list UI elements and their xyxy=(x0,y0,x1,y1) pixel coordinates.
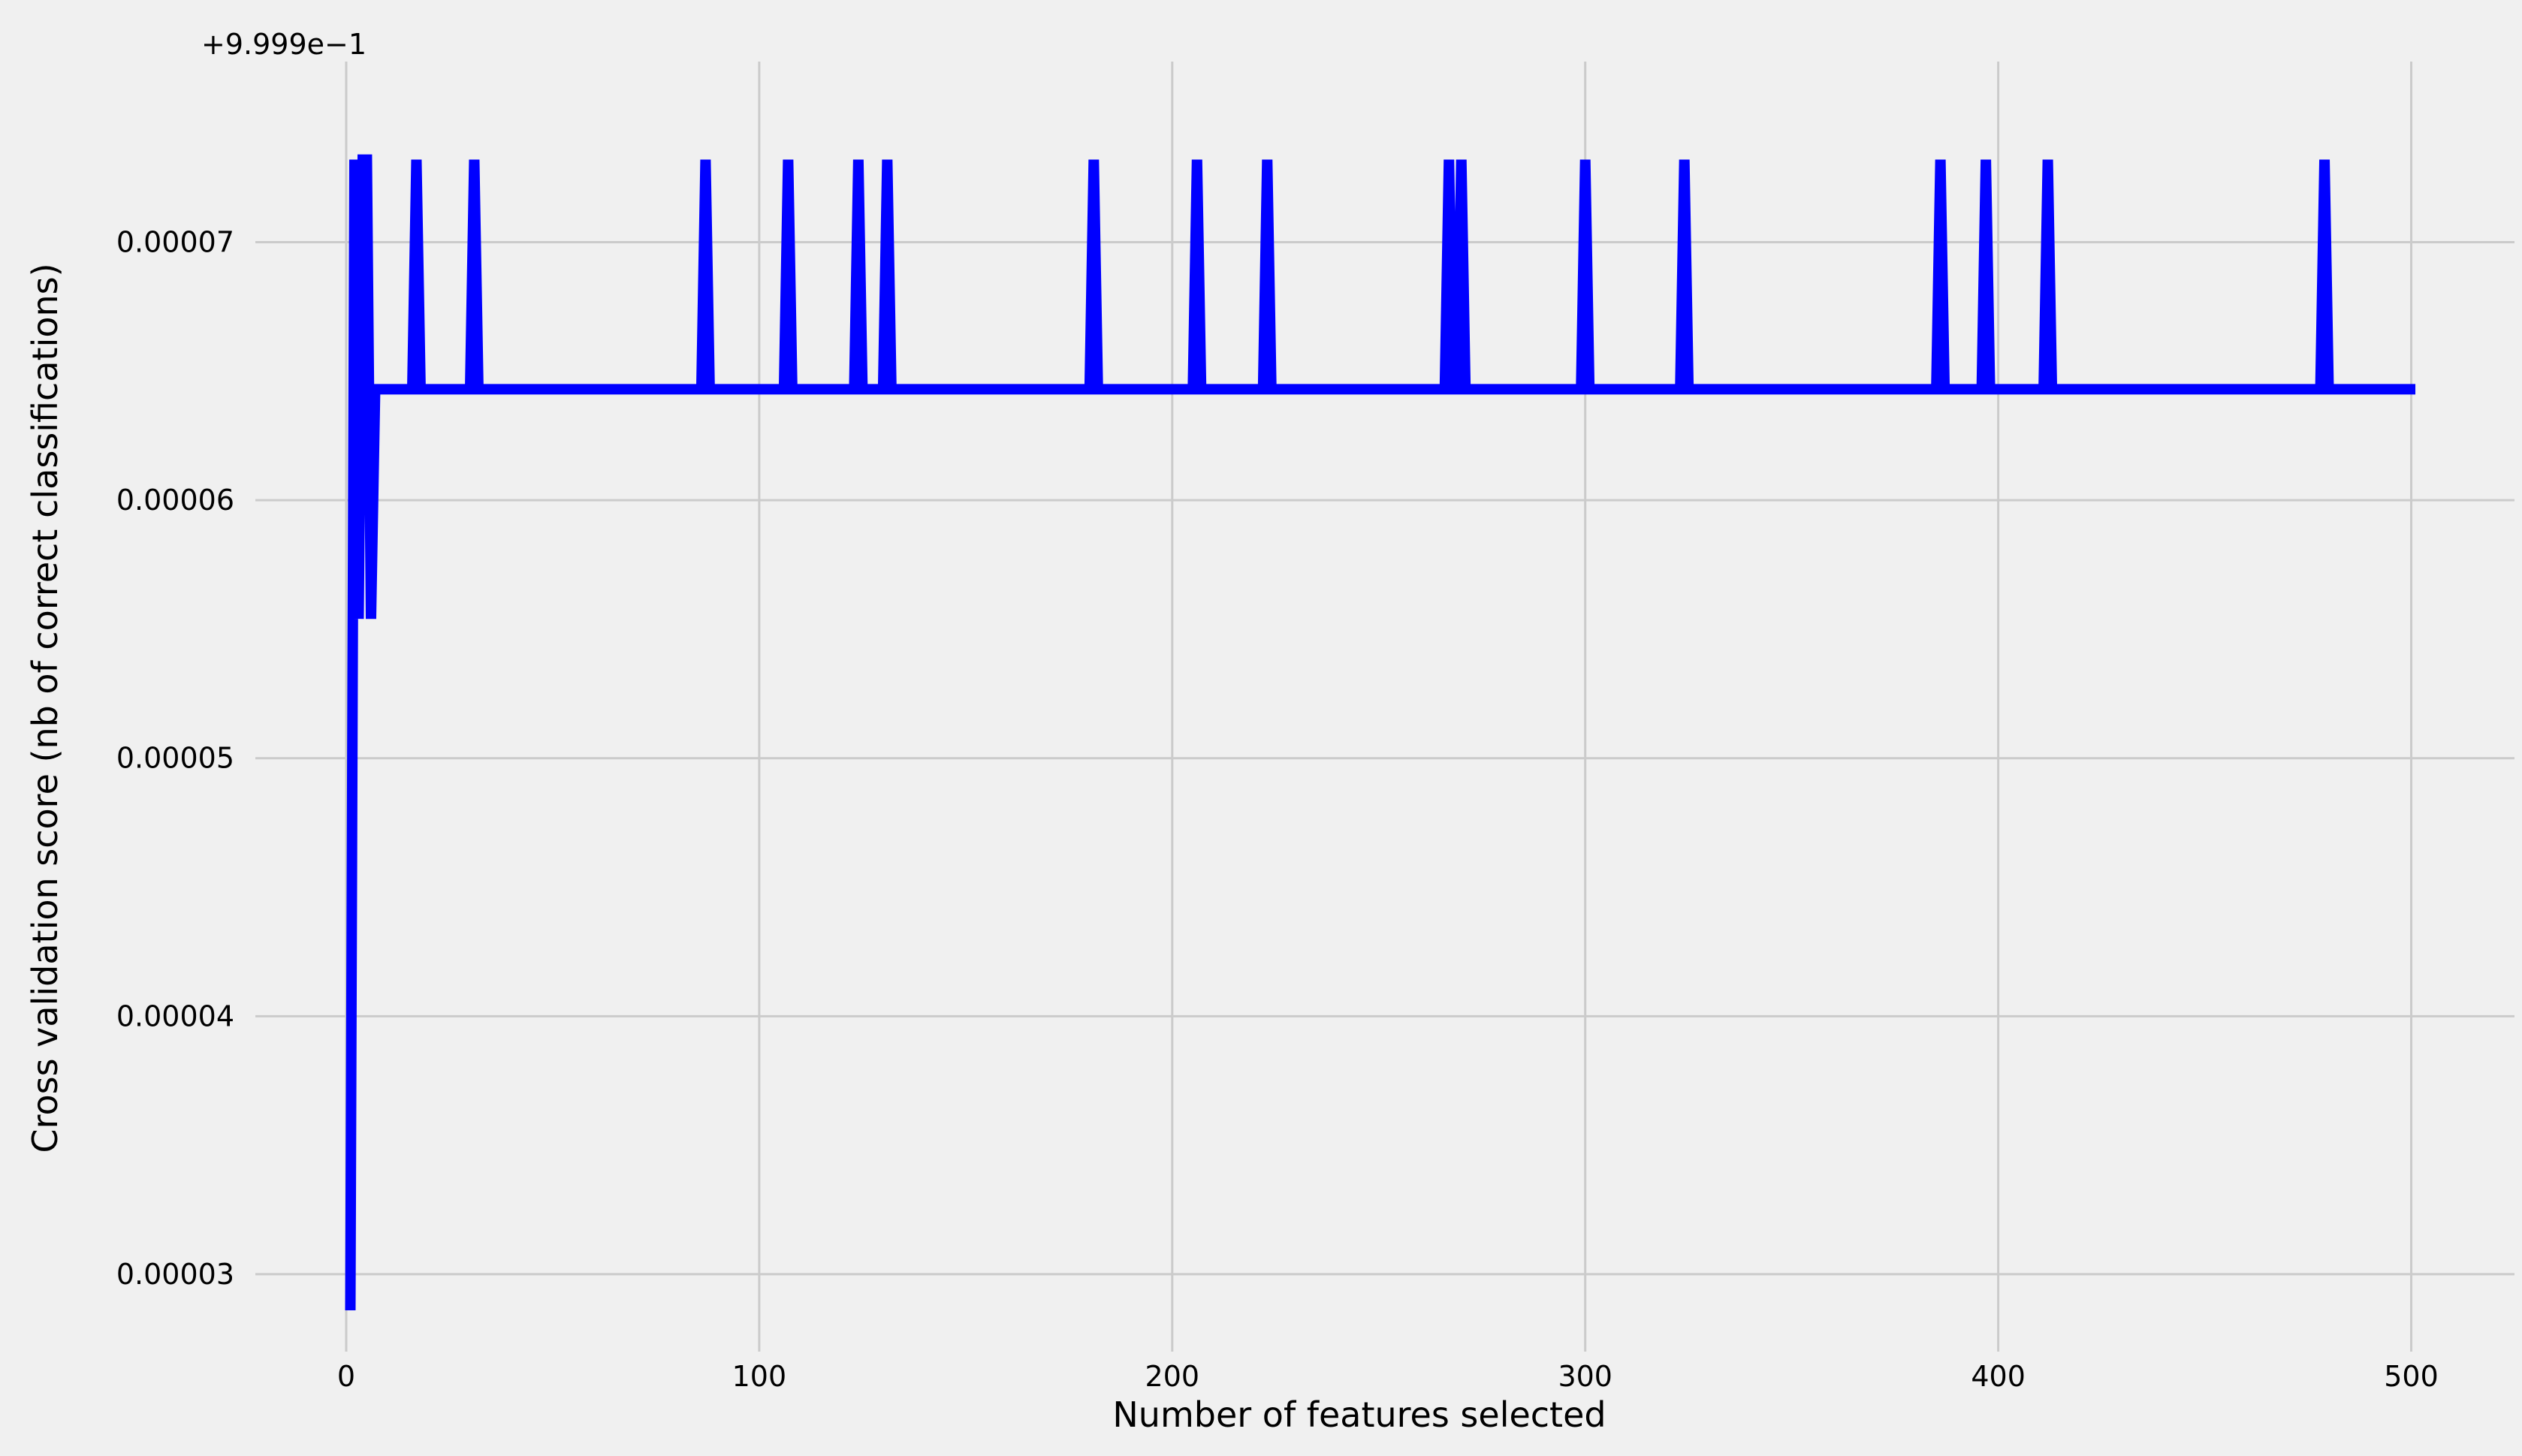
x-axis-label: Number of features selected xyxy=(1112,1394,1606,1435)
y-tick-label: 0.00004 xyxy=(116,999,234,1032)
x-axis-ticks: 0 100 200 300 400 500 xyxy=(337,1360,2439,1393)
y-tick-label: 0.00007 xyxy=(116,226,234,259)
x-tick-label: 0 xyxy=(337,1360,355,1393)
y-tick-label: 0.00005 xyxy=(116,742,234,775)
y-axis-ticks: 0.00003 0.00004 0.00005 0.00006 0.00007 xyxy=(116,226,234,1291)
x-tick-label: 500 xyxy=(2384,1360,2439,1393)
series-line xyxy=(345,154,2416,1311)
x-tick-label: 200 xyxy=(1145,1360,1200,1393)
x-tick-label: 300 xyxy=(1558,1360,1612,1393)
y-offset-label: +9.999e−1 xyxy=(201,28,367,61)
grid xyxy=(255,62,2514,1352)
x-tick-label: 100 xyxy=(732,1360,787,1393)
y-tick-label: 0.00003 xyxy=(116,1258,234,1291)
y-tick-label: 0.00006 xyxy=(116,484,234,517)
y-axis-label: Cross validation score (nb of correct cl… xyxy=(25,263,65,1153)
x-tick-label: 400 xyxy=(1971,1360,2026,1393)
